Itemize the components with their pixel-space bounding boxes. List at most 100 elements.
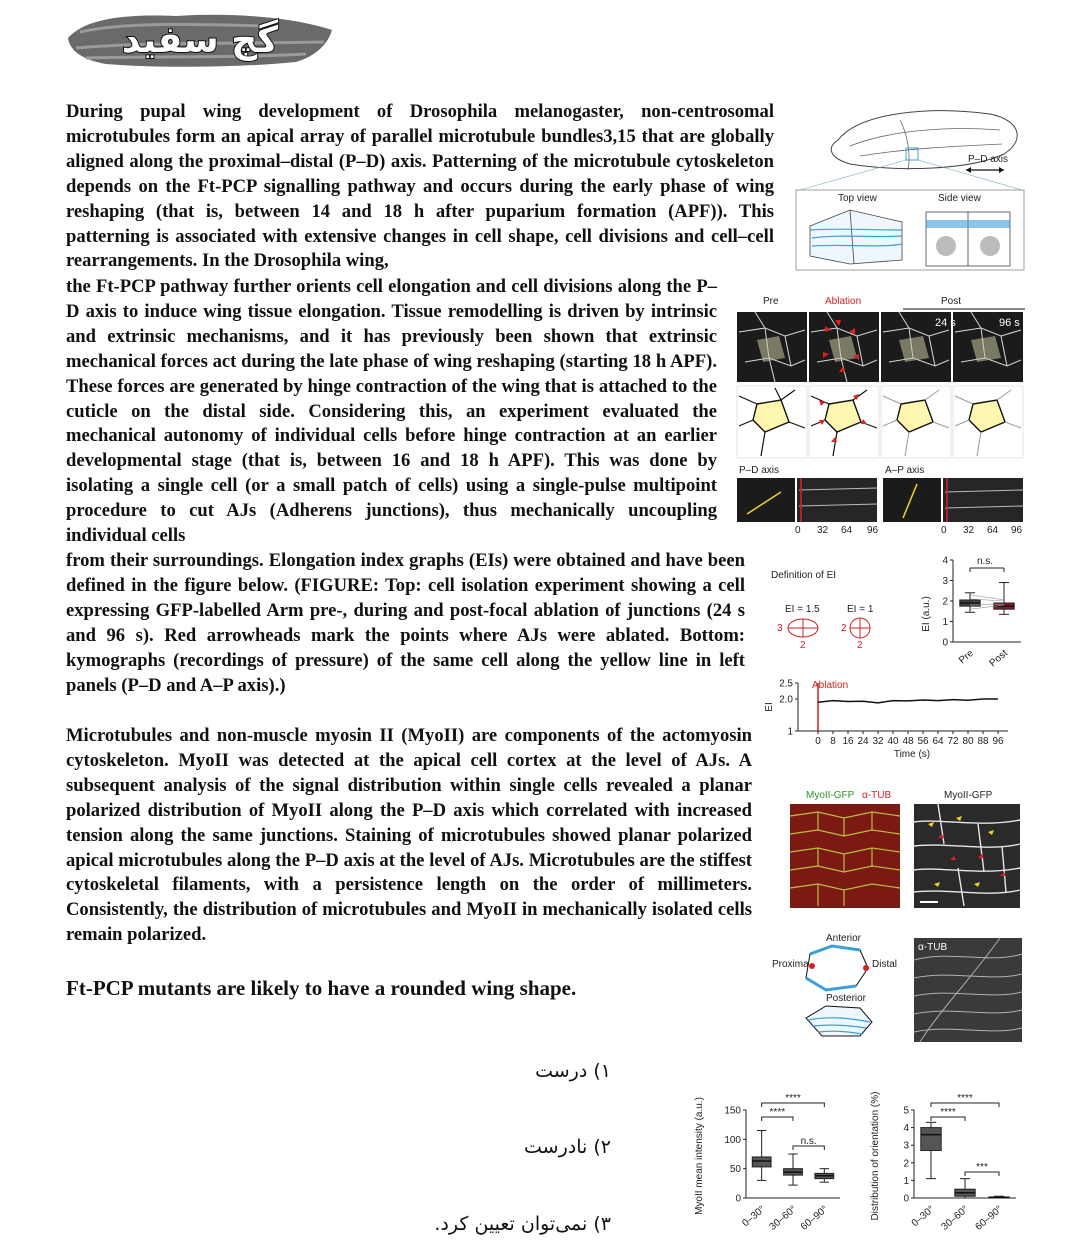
paragraph-2: the Ft-PCP pathway further orients cell …: [66, 276, 717, 547]
paragraph-1: During pupal wing development of Drosoph…: [66, 101, 774, 272]
ei-1-5-label: EI = 1.5: [785, 604, 820, 615]
option-3-number: ۳): [593, 1213, 611, 1235]
significance-bracket: [761, 1116, 794, 1121]
y-tick-label: 1: [787, 727, 793, 738]
pre-label: Pre: [763, 296, 779, 307]
option-3[interactable]: ۳) نمی‌توان تعیین کرد.: [434, 1213, 611, 1235]
y-tick-label: 50: [730, 1164, 742, 1175]
ei-time-chart: EI Ablation Time (s) 1 2.0 2.5 0 8 16 24 32 40 48…: [764, 679, 1008, 760]
kymo2-tick-1: 32: [963, 525, 975, 536]
category-label: 0–30°: [740, 1204, 767, 1229]
option-2-number: ۲): [593, 1136, 611, 1158]
y-tick-label: 1: [903, 1176, 909, 1187]
box2-ylabel: Distribution of orientation (%): [870, 1092, 881, 1221]
x-tick-label: 56: [917, 736, 929, 747]
myo-green-label: MyoII-GFP: [806, 790, 855, 801]
significance-label: ****: [957, 1093, 973, 1104]
time-96s-label: 96 s: [999, 317, 1020, 329]
x-tick-label: 16: [842, 736, 854, 747]
x-tick-label: 0: [815, 736, 821, 747]
significance-label: ****: [770, 1107, 786, 1118]
significance-bracket: [930, 1102, 1000, 1107]
ei1-a-label: 3: [777, 623, 783, 634]
wing-schematic-figure: P–D axis Top view Side view: [795, 110, 1025, 271]
pd-axis-label: P–D axis: [739, 465, 779, 476]
cell-schematic-figure: Anterior Proximal Distal Posterior α-TUB: [772, 933, 1023, 1043]
wing-pd-axis-label: P–D axis: [968, 154, 1008, 165]
ei-box-ylabel: EI (a.u.): [921, 596, 932, 632]
x-tick-label: 72: [947, 736, 959, 747]
y-tick-label: 4: [942, 556, 948, 567]
kymo2-tick-0: 0: [941, 525, 947, 536]
significance-bracket: [792, 1145, 825, 1150]
paired-line: [969, 604, 1005, 610]
box: [751, 1156, 772, 1168]
category-label: Pre: [957, 648, 976, 667]
y-tick-label: 3: [942, 576, 948, 587]
post-label: Post: [941, 296, 961, 307]
posterior-label: Posterior: [826, 993, 867, 1004]
paired-line: [969, 603, 1005, 606]
category-label: 30–60°: [939, 1204, 970, 1233]
significance-label: ****: [785, 1093, 801, 1104]
tub-label: α-TUB: [918, 942, 947, 953]
y-tick-label: 0: [735, 1194, 741, 1205]
category-label: 0–30°: [910, 1204, 937, 1229]
time-24s-label: 24 s: [935, 317, 956, 329]
y-tick-label: 5: [903, 1106, 909, 1117]
ei-definition-figure: Definition of EI EI = 1.5 EI = 1 3 2 2 2: [771, 570, 874, 651]
ei-box-sig: n.s.: [977, 556, 993, 567]
myo-right-label: MyoII-GFP: [944, 790, 993, 801]
ei-time-marker: Ablation: [812, 680, 848, 691]
y-tick-label: 2: [942, 597, 948, 608]
option-1[interactable]: ۱) درست: [535, 1060, 611, 1082]
paragraph-4: Microtubules and non-muscle myosin II (M…: [66, 725, 752, 946]
x-tick-label: 40: [887, 736, 899, 747]
ei-boxplot-chart: EI (a.u.) n.s. 0 1 2 3 4 Pre Post: [921, 556, 1021, 668]
ei-series-line: [817, 698, 998, 704]
significance-label: ****: [940, 1107, 956, 1118]
x-tick-label: 64: [932, 736, 944, 747]
category-label: 30–60°: [767, 1204, 798, 1233]
significance-bracket: [761, 1102, 825, 1107]
distal-label: Distal: [872, 959, 897, 970]
option-2-text: نادرست: [524, 1136, 588, 1158]
anterior-label: Anterior: [826, 933, 862, 944]
proximal-label: Proximal: [772, 959, 811, 970]
ei2-a-label: 2: [841, 623, 847, 634]
significance-bracket: [930, 1116, 966, 1121]
option-1-text: درست: [535, 1060, 588, 1082]
wing-top-view-label: Top view: [838, 193, 878, 204]
x-tick-label: 48: [902, 736, 914, 747]
orientation-distribution-boxplot: Distribution of orientation (%) 0 1 2 3 4 5 0–…: [870, 1092, 1016, 1233]
question-statement: Ft-PCP mutants are likely to have a roun…: [66, 976, 577, 1000]
y-tick-label: 2.0: [779, 695, 793, 706]
ei-definition-title: Definition of EI: [771, 570, 836, 581]
y-tick-label: 150: [724, 1106, 741, 1117]
ei1-b-label: 2: [800, 640, 806, 651]
y-tick-label: 2: [903, 1158, 909, 1169]
significance-bracket: [964, 1171, 1000, 1176]
y-tick-label: 4: [903, 1123, 909, 1134]
ei-time-ylabel: EI: [764, 702, 775, 711]
ei2-b-label: 2: [857, 640, 863, 651]
paragraph-3: from their surroundings. Elongation inde…: [66, 550, 745, 696]
y-tick-label: 0: [942, 638, 948, 649]
ablation-label: Ablation: [825, 296, 861, 307]
logo-text: گچ سفید: [122, 19, 278, 61]
option-2[interactable]: ۲) نادرست: [524, 1136, 611, 1158]
x-tick-label: 96: [992, 736, 1004, 747]
box: [920, 1127, 942, 1151]
myoii-micrographs: MyoII-GFP α-TUB MyoII-GFP: [789, 790, 1021, 908]
kymo2-tick-2: 64: [987, 525, 999, 536]
kymo2-tick-3: 96: [1011, 525, 1023, 536]
paired-line: [969, 598, 1005, 602]
option-3-text: نمی‌توان تعیین کرد.: [434, 1213, 588, 1235]
x-tick-label: 8: [830, 736, 836, 747]
significance-label: ***: [976, 1162, 988, 1173]
x-tick-label: 80: [962, 736, 974, 747]
category-label: 60–90°: [973, 1204, 1004, 1233]
x-tick-label: 24: [857, 736, 869, 747]
ei-1-label: EI = 1: [847, 604, 874, 615]
category-label: 60–90°: [799, 1204, 830, 1233]
